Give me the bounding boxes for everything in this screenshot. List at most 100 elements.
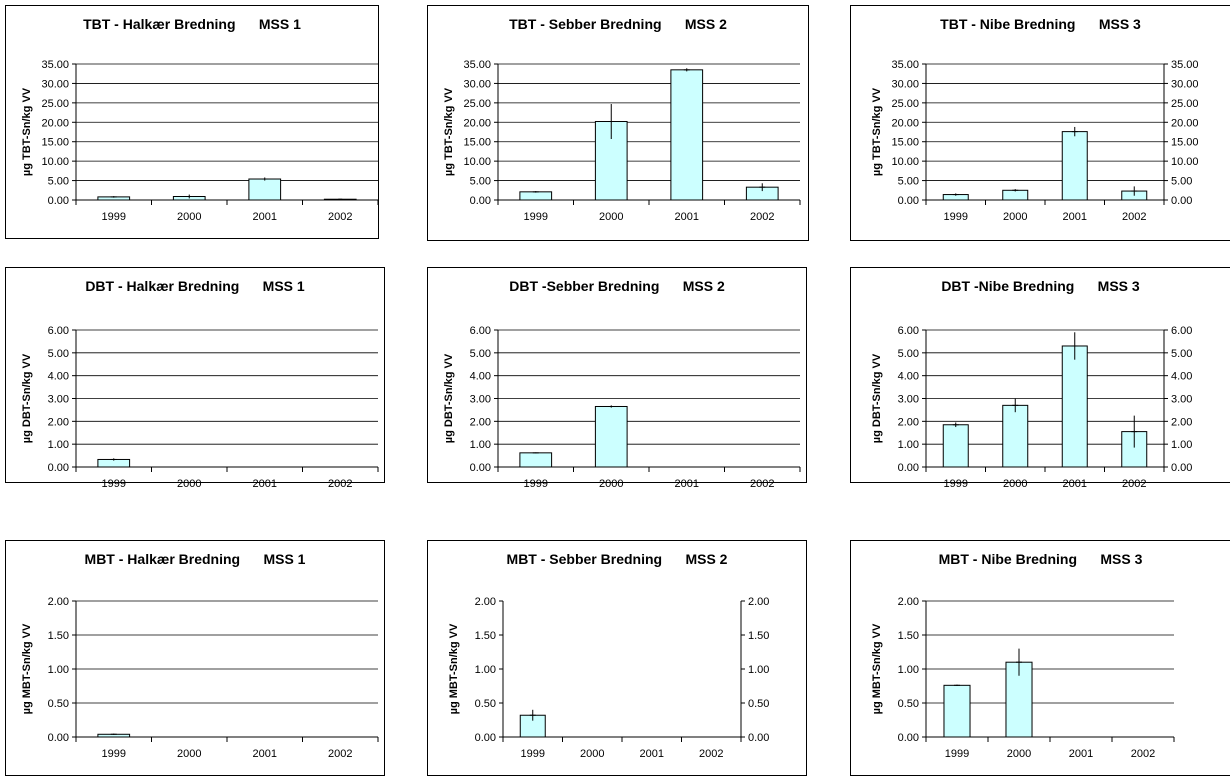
- x-tick-label: 2001: [675, 478, 699, 490]
- y-tick-label: 1.50: [898, 630, 919, 642]
- chart-title-text: DBT - Halkær Bredning: [85, 278, 240, 294]
- x-tick-label: 2000: [177, 478, 201, 490]
- chart-title: MBT - Halkær Bredning MSS 1: [6, 551, 384, 567]
- x-tick-label: 2002: [328, 748, 352, 760]
- bar: [1061, 345, 1088, 468]
- x-tick-label: 2000: [1007, 748, 1031, 760]
- chart-station: MSS 3: [1098, 16, 1141, 32]
- y-tick-label: 25.00: [463, 98, 491, 110]
- y-tick-label: 0.00: [898, 195, 919, 207]
- x-tick-label: 2000: [1003, 478, 1027, 490]
- y-axis-title: µg DBT-Sn/kg VV: [443, 353, 455, 443]
- chart-title-text: TBT - Nibe Bredning: [940, 16, 1076, 32]
- chart-panel-tbt-halkaer: TBT - Halkær Bredning MSS 1 0.00 5.00 10.0…: [5, 5, 379, 239]
- y-tick-label-right: 0.50: [748, 698, 769, 710]
- y-tick-label-right: 30.00: [1171, 78, 1199, 90]
- chart-svg: 0.00 0.50 1.00 1.50 2.00 1999 2000 2001 2002 µg M…: [21, 596, 379, 760]
- y-tick-label: 35.00: [891, 59, 919, 71]
- y-tick-label: 0.50: [48, 698, 69, 710]
- y-tick-label: 5.00: [470, 176, 491, 188]
- y-tick-label: 5.00: [48, 348, 69, 360]
- x-tick-label: 2002: [750, 478, 774, 490]
- y-tick-label-right: 1.00: [748, 664, 769, 676]
- x-tick-label: 2001: [1069, 748, 1093, 760]
- y-tick-label-right: 25.00: [1171, 98, 1199, 110]
- chart-panel-tbt-nibe: TBT - Nibe Bredning MSS 3 0.00 0.00 5.00 5.…: [850, 5, 1230, 241]
- bar: [594, 405, 628, 468]
- chart-svg: 0.00 0.00 1.00 1.00 2.00 2.00 3.00 3.00 4.00 4.00…: [871, 325, 1192, 490]
- y-tick-label: 30.00: [463, 78, 491, 90]
- y-tick-label: 20.00: [41, 117, 69, 129]
- y-tick-label-right: 35.00: [1171, 59, 1199, 71]
- bar: [519, 191, 553, 201]
- y-tick-label: 0.00: [48, 195, 69, 207]
- y-tick-label: 10.00: [41, 156, 69, 168]
- x-tick-label: 2002: [1131, 748, 1155, 760]
- x-tick-label: 1999: [102, 748, 126, 760]
- y-tick-label-right: 0.00: [1171, 195, 1192, 207]
- chart-panel-mbt-sebber: MBT - Sebber Bredning MSS 2 0.00 0.00 0.50…: [427, 540, 807, 776]
- y-tick-label: 0.00: [898, 462, 919, 474]
- chart-panel-tbt-sebber: TBT - Sebber Bredning MSS 2 0.00 5.00 10.0…: [427, 5, 809, 241]
- x-tick-label: 1999: [524, 478, 548, 490]
- y-tick-label-right: 5.00: [1171, 176, 1192, 188]
- y-tick-label: 15.00: [41, 137, 69, 149]
- x-tick-label: 2001: [253, 478, 277, 490]
- chart-title-text: DBT -Sebber Bredning: [509, 278, 660, 294]
- x-tick-label: 2001: [640, 748, 664, 760]
- y-tick-label: 0.00: [48, 732, 69, 744]
- x-tick-label: 2001: [253, 748, 277, 760]
- bar: [1002, 404, 1029, 468]
- x-tick-label: 1999: [944, 478, 968, 490]
- chart-svg: 0.00 5.00 10.00 15.00 20.00 25.00 30.00 35.00 19…: [443, 59, 801, 223]
- y-tick-label: 5.00: [898, 348, 919, 360]
- chart-panel-mbt-nibe: MBT - Nibe Bredning MSS 3 0.00 0.50 1.00 1.…: [850, 540, 1230, 776]
- bar: [1002, 189, 1029, 201]
- chart-title: DBT - Halkær Bredning MSS 1: [6, 278, 384, 294]
- chart-svg: 0.00 0.00 0.50 0.50 1.00 1.00 1.50 1.50 2.00 2.00…: [448, 596, 769, 760]
- y-tick-label-right: 1.50: [748, 630, 769, 642]
- chart-station: MSS 3: [1097, 278, 1140, 294]
- chart-title: TBT - Sebber Bredning MSS 2: [428, 16, 808, 32]
- chart-station: MSS 2: [685, 551, 728, 567]
- y-axis-title: µg TBT-Sn/kg VV: [443, 87, 455, 176]
- y-tick-label: 5.00: [48, 176, 69, 188]
- x-tick-label: 2002: [1122, 211, 1146, 223]
- chart-svg: 0.00 1.00 2.00 3.00 4.00 5.00 6.00 1999 2000 2001…: [21, 325, 379, 490]
- y-tick-label: 1.00: [475, 664, 496, 676]
- y-tick-label: 20.00: [463, 117, 491, 129]
- y-tick-label: 6.00: [898, 325, 919, 337]
- y-tick-label-right: 20.00: [1171, 117, 1199, 129]
- y-tick-label: 30.00: [891, 78, 919, 90]
- x-tick-label: 2000: [177, 211, 201, 223]
- y-tick-label-right: 2.00: [748, 596, 769, 608]
- y-tick-label: 35.00: [463, 59, 491, 71]
- chart-svg: 0.00 0.50 1.00 1.50 2.00 1999 2000 2001 2002 µg M…: [871, 596, 1175, 760]
- y-tick-label: 10.00: [463, 156, 491, 168]
- y-tick-label: 4.00: [898, 371, 919, 383]
- y-tick-label: 15.00: [891, 137, 919, 149]
- y-tick-label: 5.00: [898, 176, 919, 188]
- y-tick-label: 1.00: [898, 439, 919, 451]
- y-tick-label: 0.50: [898, 698, 919, 710]
- y-tick-label: 1.00: [470, 439, 491, 451]
- y-tick-label-right: 1.00: [1171, 439, 1192, 451]
- y-tick-label: 2.00: [48, 596, 69, 608]
- chart-station: MSS 1: [262, 278, 305, 294]
- x-tick-label: 1999: [102, 211, 126, 223]
- y-tick-label: 2.00: [470, 416, 491, 428]
- x-tick-label: 2002: [1122, 478, 1146, 490]
- y-tick-label: 1.00: [48, 664, 69, 676]
- y-axis-title: µg TBT-Sn/kg VV: [21, 87, 33, 176]
- y-axis-title: µg DBT-Sn/kg VV: [871, 353, 883, 443]
- chart-title: DBT -Nibe Bredning MSS 3: [851, 278, 1230, 294]
- x-tick-label: 1999: [945, 748, 969, 760]
- bar: [1061, 131, 1088, 201]
- bar: [519, 452, 553, 468]
- bar: [670, 69, 704, 201]
- chart-station: MSS 1: [258, 16, 301, 32]
- x-tick-label: 2000: [599, 211, 623, 223]
- chart-panel-mbt-halkaer: MBT - Halkær Bredning MSS 1 0.00 0.50 1.00…: [5, 540, 385, 776]
- x-tick-label: 1999: [102, 478, 126, 490]
- chart-svg: 0.00 0.00 5.00 5.00 10.00 10.00 15.00 15.00 20.0…: [871, 59, 1199, 223]
